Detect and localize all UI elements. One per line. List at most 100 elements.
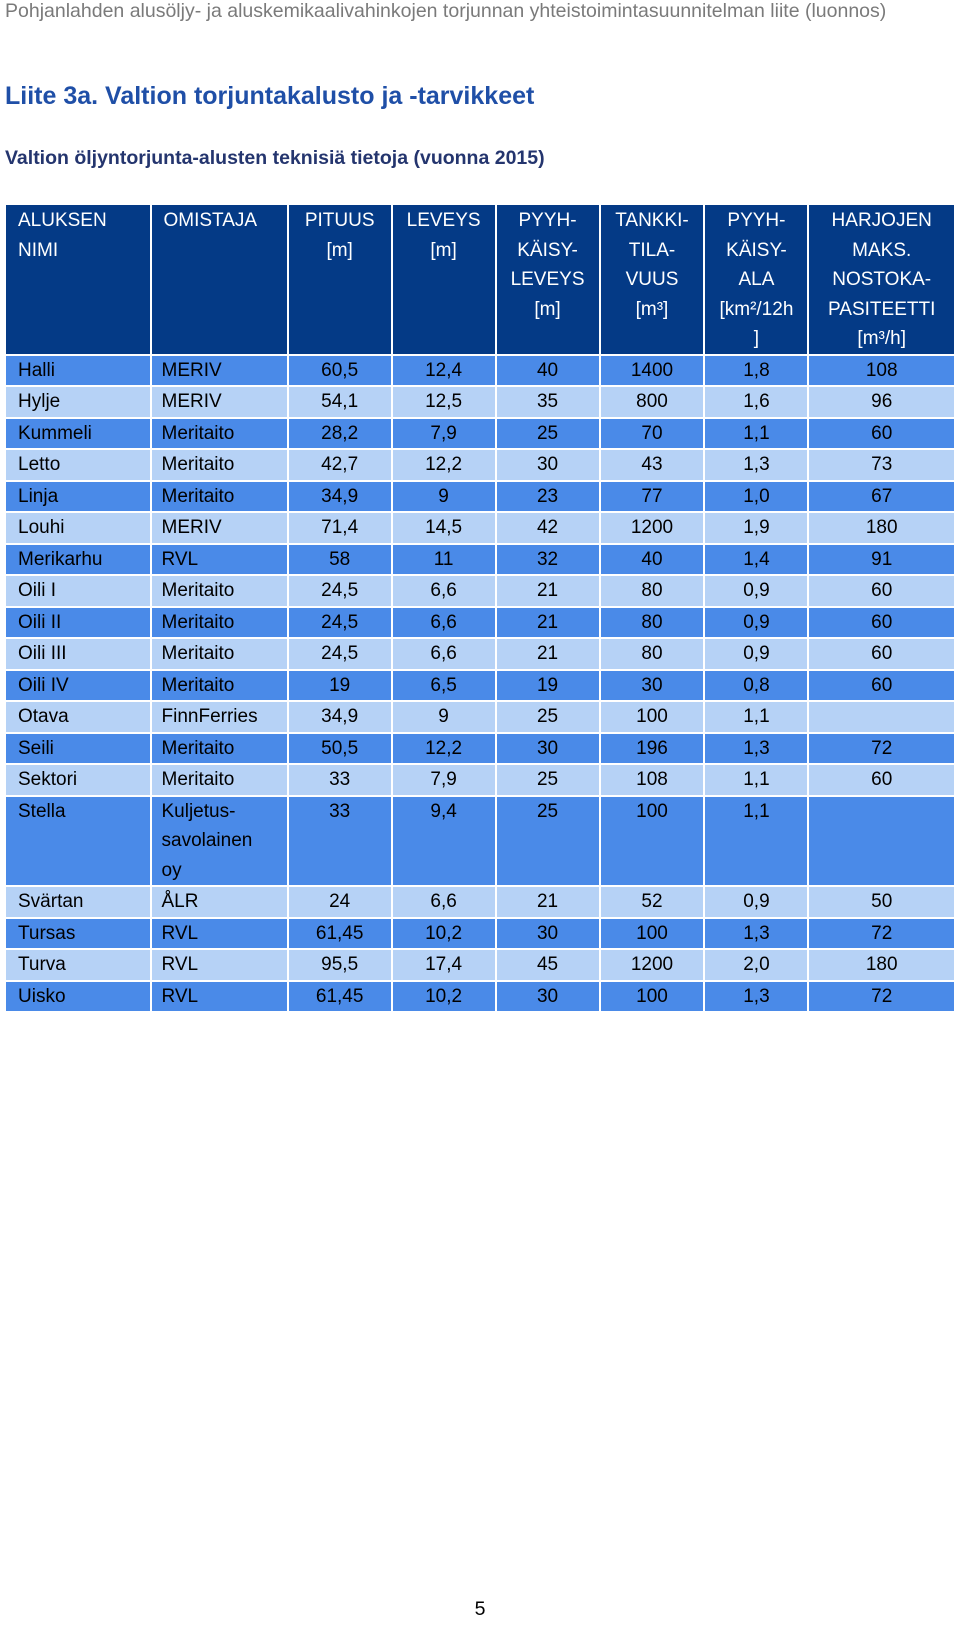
brush-capacity-cell: 60 xyxy=(807,763,956,797)
tank-capacity-cell: 800 xyxy=(598,385,706,419)
width-cell: 12,2 xyxy=(390,448,497,482)
table-header-row: ALUKSEN NIMI OMISTAJA PITUUS [m] LEVEYS [m] PYY… xyxy=(4,203,956,356)
sweep-width-cell: 19 xyxy=(494,668,601,702)
column-header-tank-capacity: TANKKI- TILA- VUUS [m³] xyxy=(598,203,706,356)
sweep-width-cell: 42 xyxy=(494,511,601,545)
column-header-line: NIMI xyxy=(18,239,59,261)
owner-line: oy xyxy=(161,859,182,881)
table-row: Linja Meritaito 34,9 9 23 77 1,0 67 xyxy=(4,479,956,513)
length-cell: 61,45 xyxy=(286,979,393,1013)
width-cell: 7,9 xyxy=(390,416,497,450)
brush-capacity-cell: 91 xyxy=(807,542,956,576)
sweep-area-cell: 1,1 xyxy=(703,700,810,734)
owner-cell: Meritaito xyxy=(149,448,289,482)
sweep-width-cell: 25 xyxy=(494,794,601,887)
tank-capacity-cell: 1200 xyxy=(598,511,706,545)
page-title: Liite 3a. Valtion torjuntakalusto ja -ta… xyxy=(5,82,535,110)
brush-capacity-cell xyxy=(807,794,956,887)
column-header-line: LEVEYS xyxy=(406,210,481,231)
vessel-table: ALUKSEN NIMI OMISTAJA PITUUS [m] LEVEYS [m] PYY… xyxy=(4,203,956,1013)
owner-line: savolainen xyxy=(161,830,253,851)
column-header-line: OMISTAJA xyxy=(163,210,258,231)
ship-name-cell: Oili IV xyxy=(4,668,152,702)
sweep-area-cell: 1,9 xyxy=(703,511,810,545)
table-row: Turva RVL 95,5 17,4 45 1200 2,0 180 xyxy=(4,948,956,982)
length-cell: 33 xyxy=(286,763,393,797)
table-row: Tursas RVL 61,45 10,2 30 100 1,3 72 xyxy=(4,916,956,950)
sweep-width-cell: 21 xyxy=(494,885,601,919)
length-cell: 42,7 xyxy=(286,448,393,482)
brush-capacity-cell: 72 xyxy=(807,979,956,1013)
sweep-area-cell: 0,9 xyxy=(703,574,810,608)
tank-capacity-cell: 100 xyxy=(598,979,706,1013)
column-header-length: PITUUS [m] xyxy=(286,203,393,356)
length-cell: 24 xyxy=(286,885,393,919)
column-header-line: ALUKSEN xyxy=(18,210,107,231)
column-header-line: [m³/h] xyxy=(857,328,906,349)
sweep-width-cell: 21 xyxy=(494,605,601,639)
brush-capacity-cell: 67 xyxy=(807,479,956,513)
width-cell: 14,5 xyxy=(390,511,497,545)
owner-cell: Meritaito xyxy=(149,605,289,639)
owner-cell: RVL xyxy=(149,948,289,982)
brush-capacity-cell: 60 xyxy=(807,416,956,450)
ship-name-cell: Hylje xyxy=(4,385,152,419)
column-header-brush-capacity: HARJOJEN MAKS. NOSTOKA- PASITEETTI [m³/h] xyxy=(807,203,956,356)
column-header-line: LEVEYS xyxy=(510,269,585,290)
owner-cell: FinnFerries xyxy=(149,700,289,734)
ship-name-cell: Kummeli xyxy=(4,416,152,450)
tank-capacity-cell: 108 xyxy=(598,763,706,797)
sweep-area-cell: 1,1 xyxy=(703,794,810,887)
column-header-line: MAKS. xyxy=(852,239,912,261)
brush-capacity-cell: 108 xyxy=(807,353,956,387)
column-header-line: KÄISY- xyxy=(726,239,787,261)
ship-name-cell: Uisko xyxy=(4,979,152,1013)
length-cell: 58 xyxy=(286,542,393,576)
owner-cell: RVL xyxy=(149,916,289,950)
width-cell: 10,2 xyxy=(390,916,497,950)
sweep-area-cell: 2,0 xyxy=(703,948,810,982)
brush-capacity-cell: 60 xyxy=(807,637,956,671)
owner-cell: RVL xyxy=(149,542,289,576)
column-header-line: [m] xyxy=(534,298,561,320)
ship-name-cell: Otava xyxy=(4,700,152,734)
brush-capacity-cell: 180 xyxy=(807,948,956,982)
width-cell: 7,9 xyxy=(390,763,497,797)
sweep-area-cell: 1,1 xyxy=(703,763,810,797)
column-header-width: LEVEYS [m] xyxy=(390,203,497,356)
column-header-sweep-area: PYYH- KÄISY- ALA [km²/12h] xyxy=(703,203,810,356)
sweep-width-cell: 30 xyxy=(494,448,601,482)
length-cell: 95,5 xyxy=(286,948,393,982)
length-cell: 24,5 xyxy=(286,605,393,639)
tank-capacity-cell: 70 xyxy=(598,416,706,450)
column-header-line: TANKKI- xyxy=(615,210,689,231)
width-cell: 12,2 xyxy=(390,731,497,765)
brush-capacity-cell: 60 xyxy=(807,605,956,639)
table-row: Seili Meritaito 50,5 12,2 30 196 1,3 72 xyxy=(4,731,956,765)
brush-capacity-cell: 180 xyxy=(807,511,956,545)
sweep-area-cell: 0,9 xyxy=(703,885,810,919)
sweep-width-cell: 30 xyxy=(494,979,601,1013)
tank-capacity-cell: 52 xyxy=(598,885,706,919)
sweep-area-cell: 0,9 xyxy=(703,637,810,671)
width-cell: 9 xyxy=(390,479,497,513)
sweep-width-cell: 21 xyxy=(494,637,601,671)
width-cell: 10,2 xyxy=(390,979,497,1013)
width-cell: 6,6 xyxy=(390,637,497,671)
sweep-area-cell: 1,0 xyxy=(703,479,810,513)
sweep-area-cell: 1,8 xyxy=(703,353,810,387)
sweep-area-cell: 1,3 xyxy=(703,731,810,765)
ship-name-cell: Louhi xyxy=(4,511,152,545)
table-row: Oili III Meritaito 24,5 6,6 21 80 0,9 60 xyxy=(4,637,956,671)
sweep-width-cell: 25 xyxy=(494,416,601,450)
brush-capacity-cell: 72 xyxy=(807,916,956,950)
width-cell: 6,6 xyxy=(390,574,497,608)
table-row: Letto Meritaito 42,7 12,2 30 43 1,3 73 xyxy=(4,448,956,482)
width-cell: 6,6 xyxy=(390,885,497,919)
width-cell: 12,5 xyxy=(390,385,497,419)
table-row: Svärtan ÅLR 24 6,6 21 52 0,9 50 xyxy=(4,885,956,919)
width-cell: 11 xyxy=(390,542,497,576)
tank-capacity-cell: 77 xyxy=(598,479,706,513)
owner-cell: Meritaito xyxy=(149,479,289,513)
length-cell: 60,5 xyxy=(286,353,393,387)
